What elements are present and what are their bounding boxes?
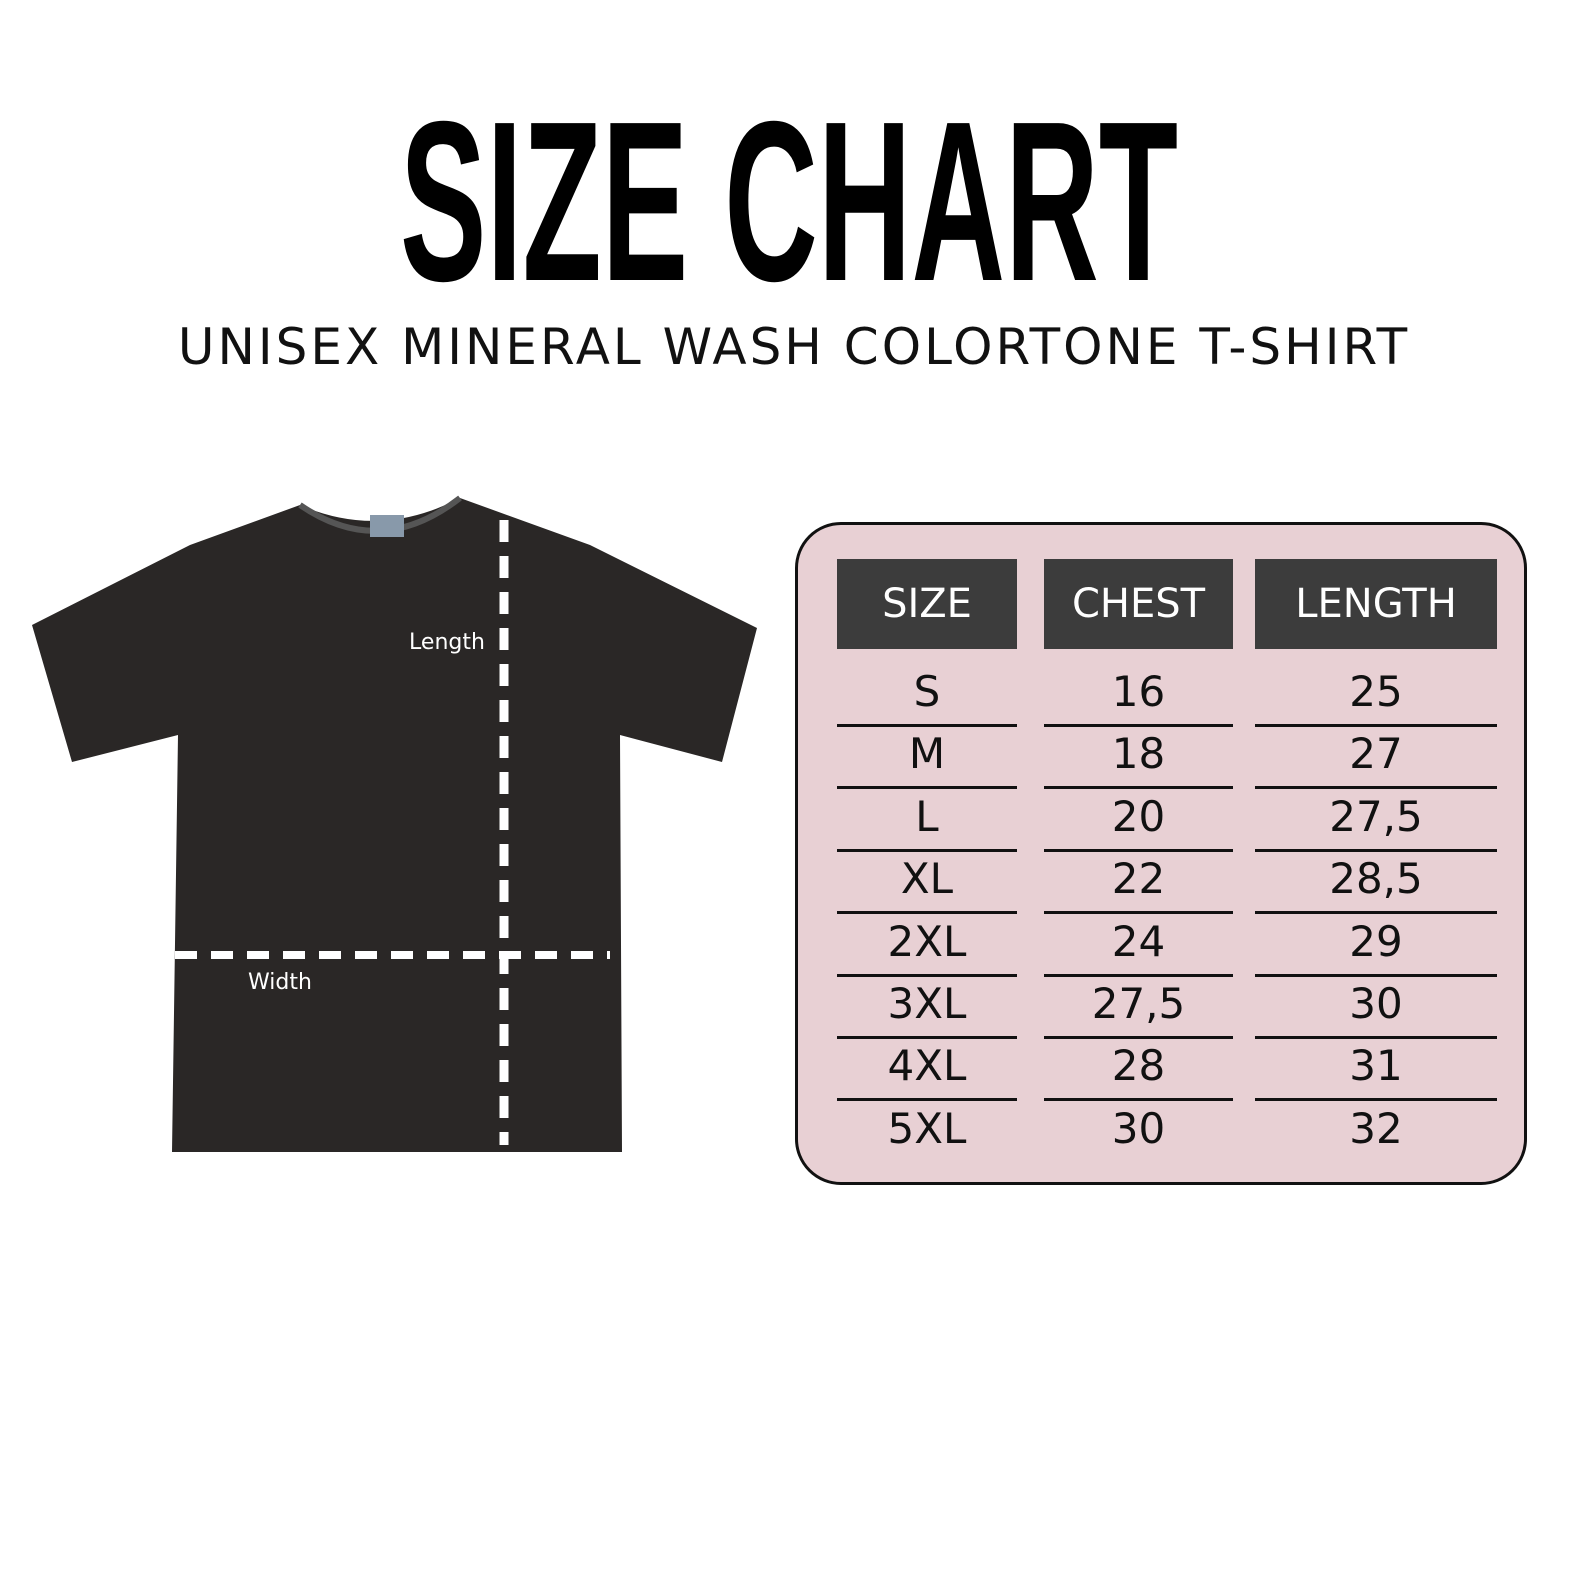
row-divider: [837, 724, 1017, 727]
row-divider: [1044, 724, 1233, 727]
cell-size: L: [915, 791, 939, 841]
cell-size: 4XL: [887, 1041, 967, 1091]
cell-size: S: [913, 667, 941, 716]
row-divider: [1255, 1036, 1497, 1039]
length-label: Length: [409, 630, 485, 655]
cell-chest: 27,5: [1091, 979, 1186, 1028]
row-divider: [1044, 786, 1233, 790]
cell-length: 27,5: [1329, 791, 1423, 841]
cell-chest: 22: [1111, 854, 1166, 904]
cell-size: 5XL: [887, 1103, 967, 1153]
row-divider: [1255, 848, 1497, 852]
cell-size: 3XL: [887, 979, 967, 1028]
row-divider: [1044, 1036, 1233, 1039]
row-divider: [1044, 1098, 1233, 1102]
row-divider: [1255, 973, 1497, 977]
cell-length: 31: [1349, 1041, 1403, 1091]
row-divider: [1255, 911, 1497, 915]
header-chest: CHEST: [1044, 559, 1233, 649]
header-length: LENGTH: [1255, 559, 1497, 649]
cell-chest: 20: [1111, 791, 1166, 841]
row-divider: [837, 1036, 1017, 1039]
cell-length: 29: [1349, 916, 1403, 966]
row-divider: [1255, 786, 1497, 790]
header-size: SIZE: [837, 559, 1017, 649]
cell-length: 32: [1349, 1103, 1403, 1153]
cell-chest: 30: [1111, 1103, 1166, 1153]
row-divider: [837, 973, 1017, 977]
row-divider: [837, 1098, 1017, 1102]
cell-size: 2XL: [887, 916, 967, 966]
cell-size: XL: [900, 854, 954, 904]
cell-chest: 28: [1111, 1041, 1166, 1091]
cell-length: 27: [1349, 729, 1403, 779]
tshirt-shape: [32, 498, 757, 1152]
row-divider: [837, 786, 1017, 790]
row-divider: [1044, 848, 1233, 852]
row-divider: [1255, 1098, 1497, 1102]
cell-chest: 24: [1111, 916, 1166, 966]
row-divider: [837, 911, 1017, 915]
row-divider: [1255, 724, 1497, 727]
row-divider: [1044, 911, 1233, 915]
cell-length: 25: [1349, 667, 1403, 716]
tshirt-tag: [370, 515, 404, 537]
cell-length: 28,5: [1329, 854, 1423, 904]
row-divider: [837, 848, 1017, 852]
row-divider: [1044, 973, 1233, 977]
size-table: SIZE CHEST LENGTH S 16 25 M 18 27 L 20 27,5 XL 22 2…: [795, 522, 1527, 1185]
title-text: SIZE CHART: [400, 100, 1178, 300]
page-title: SIZE CHART: [400, 100, 1178, 300]
cell-chest: 16: [1111, 667, 1166, 716]
cell-chest: 18: [1111, 729, 1166, 779]
cell-length: 30: [1349, 979, 1403, 1028]
tshirt-image: Length Width: [32, 495, 757, 1152]
subtitle: UNISEX MINERAL WASH COLORTONE T-SHIRT: [177, 318, 1411, 376]
cell-size: M: [908, 729, 946, 779]
width-label: Width: [248, 970, 312, 995]
